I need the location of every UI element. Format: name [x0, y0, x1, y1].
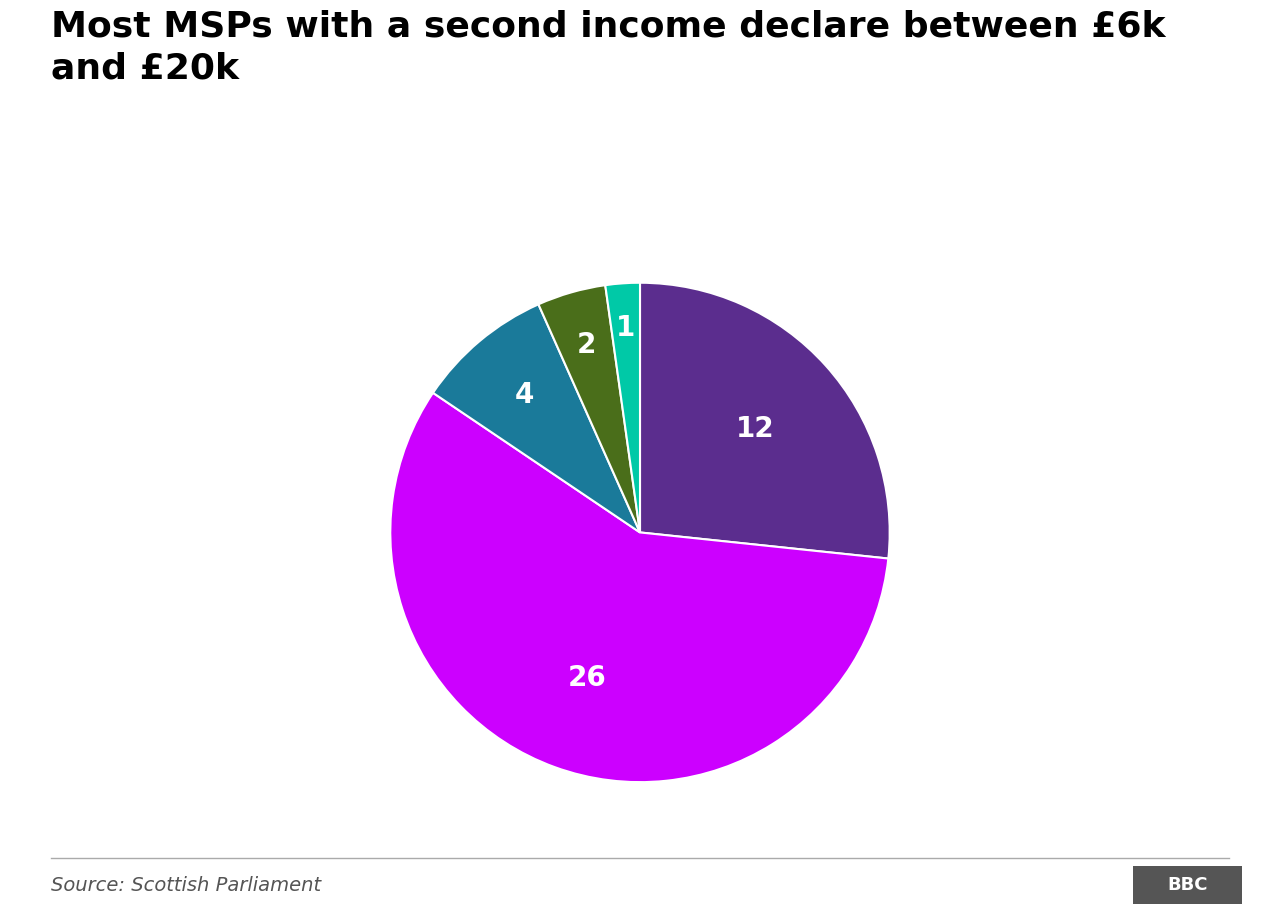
- Text: 26: 26: [567, 664, 607, 692]
- Text: Most MSPs with a second income declare between £6k
and £20k: Most MSPs with a second income declare b…: [51, 9, 1166, 85]
- Wedge shape: [433, 305, 640, 532]
- Text: BBC: BBC: [1167, 876, 1207, 894]
- Text: 4: 4: [515, 381, 534, 409]
- Text: 2: 2: [576, 331, 596, 359]
- Wedge shape: [640, 283, 890, 558]
- Text: 12: 12: [736, 415, 774, 442]
- Text: 1: 1: [616, 314, 635, 342]
- Wedge shape: [605, 283, 640, 532]
- Text: Source: Scottish Parliament: Source: Scottish Parliament: [51, 877, 321, 895]
- Wedge shape: [390, 393, 888, 782]
- Wedge shape: [539, 285, 640, 532]
